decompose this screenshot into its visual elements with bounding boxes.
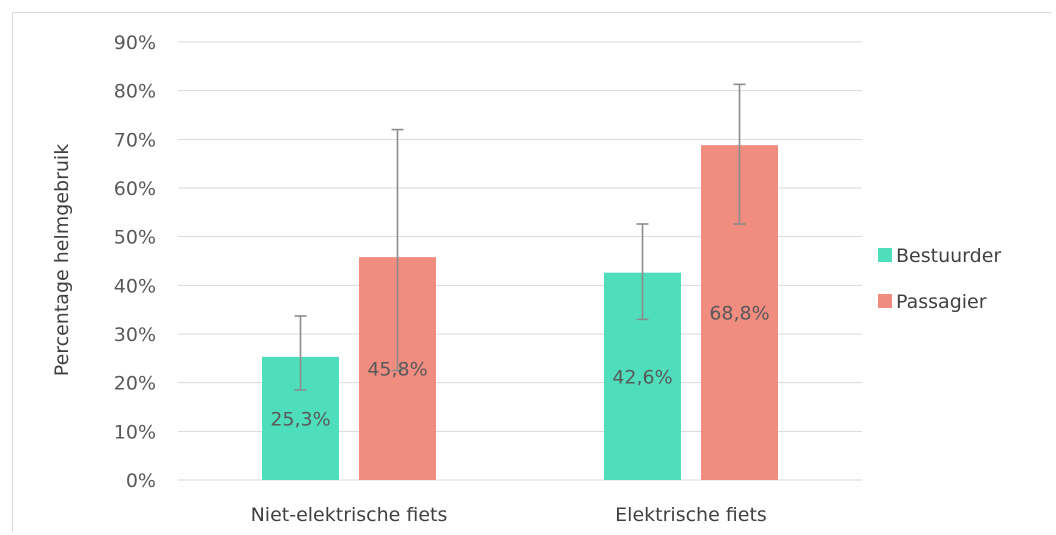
legend-swatch-bestuurder (878, 248, 892, 262)
data-label-bestuurder-1: 42,6% (612, 366, 672, 388)
legend: Bestuurder Passagier (878, 245, 1001, 313)
y-axis-label: Percentage helmgebruik (51, 144, 73, 376)
y-tick-label-30: 30% (114, 324, 156, 346)
y-tick-label-10: 10% (114, 421, 156, 443)
y-tick-label-90: 90% (114, 32, 156, 54)
data-label-passagier-0: 45,8% (367, 359, 427, 381)
bars (262, 145, 778, 480)
y-axis-ticks: 0% 10% 20% 30% 40% 50% 60% 70% 80% 90% (114, 32, 156, 492)
legend-label-passagier: Passagier (896, 291, 987, 313)
data-label-bestuurder-0: 25,3% (270, 408, 330, 430)
y-tick-label-50: 50% (114, 227, 156, 249)
y-tick-label-0: 0% (126, 470, 156, 492)
x-category-label-1: Elektrische fiets (615, 504, 767, 526)
x-axis-categories: Niet-elektrische fiets Elektrische fiets (251, 504, 767, 526)
data-label-passagier-1: 68,8% (709, 303, 769, 325)
chart-frame (12, 12, 1052, 532)
legend-swatch-passagier (878, 294, 892, 308)
y-tick-label-20: 20% (114, 373, 156, 395)
x-category-label-0: Niet-elektrische fiets (251, 504, 448, 526)
y-tick-label-40: 40% (114, 275, 156, 297)
error-bars (294, 83, 746, 391)
legend-label-bestuurder: Bestuurder (896, 245, 1001, 267)
y-tick-label-70: 70% (114, 129, 156, 151)
y-tick-label-80: 80% (114, 81, 156, 103)
data-labels: 25,3% 45,8% 42,6% 68,8% (270, 303, 769, 431)
y-tick-label-60: 60% (114, 178, 156, 200)
